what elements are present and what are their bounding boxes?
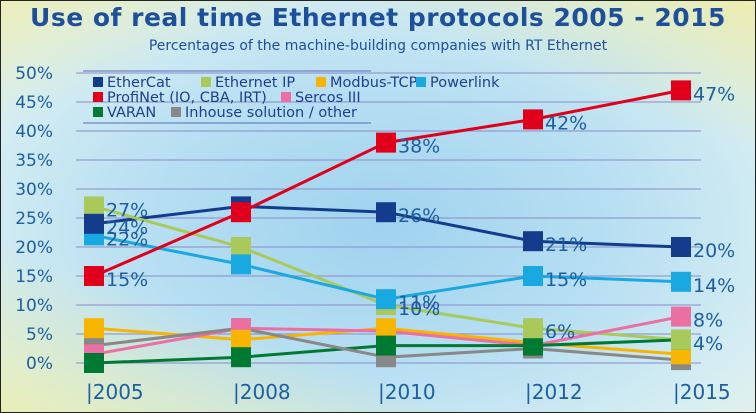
y-tick-label: 10% xyxy=(15,296,53,316)
y-tick-label: 50% xyxy=(15,64,53,84)
y-tick-label: 35% xyxy=(15,151,53,171)
legend-swatch xyxy=(93,107,103,117)
data-label: 6% xyxy=(545,321,575,343)
x-tick-label: |2008 xyxy=(233,380,291,404)
data-point xyxy=(523,318,543,339)
x-tick-label: |2005 xyxy=(86,380,144,404)
data-point xyxy=(84,196,104,217)
data-label: 15% xyxy=(106,269,148,291)
y-tick-label: 0% xyxy=(26,354,53,374)
data-point xyxy=(671,329,691,350)
data-point xyxy=(231,347,251,368)
y-tick-label: 20% xyxy=(15,238,53,258)
series-line xyxy=(93,88,682,278)
data-label: 38% xyxy=(398,136,440,158)
data-label: 21% xyxy=(545,234,587,256)
legend-label: Ethernet IP xyxy=(215,75,295,91)
chart-subtitle: Percentages of the machine-building comp… xyxy=(148,38,608,54)
data-label: 42% xyxy=(545,112,587,134)
legend-label: Modbus-TCP xyxy=(330,75,418,91)
data-point xyxy=(671,80,691,101)
legend-swatch xyxy=(93,92,103,102)
data-point xyxy=(231,202,251,223)
data-point xyxy=(376,289,396,310)
data-point xyxy=(84,318,104,339)
legend-swatch xyxy=(281,92,291,102)
x-tick-label: |2015 xyxy=(673,380,731,404)
data-label: 47% xyxy=(693,83,735,105)
legend-swatch xyxy=(201,77,211,87)
legend-swatch xyxy=(416,77,426,87)
data-point xyxy=(523,335,543,356)
data-label: 20% xyxy=(693,240,735,262)
data-point xyxy=(84,213,104,234)
x-tick-label: |2012 xyxy=(525,380,583,404)
y-tick-label: 45% xyxy=(15,93,53,113)
legend-label: Inhouse solution / other xyxy=(185,105,357,121)
y-tick-label: 30% xyxy=(15,180,53,200)
data-label: 11% xyxy=(398,292,440,314)
data-label: 24% xyxy=(106,217,148,239)
legend-label: EtherCat xyxy=(107,75,171,91)
data-label: 14% xyxy=(693,275,735,297)
legend-label: ProfiNet (IO, CBA, IRT) xyxy=(107,90,267,106)
data-label: 27% xyxy=(106,199,148,221)
data-point xyxy=(231,329,251,350)
data-point xyxy=(376,318,396,339)
data-point xyxy=(231,254,251,275)
data-point xyxy=(376,335,396,356)
legend-swatch xyxy=(93,77,103,87)
data-label: 8% xyxy=(693,310,723,332)
data-point xyxy=(671,237,691,257)
data-point xyxy=(523,231,543,252)
data-point xyxy=(84,266,104,286)
data-point xyxy=(376,132,396,153)
data-point xyxy=(523,109,543,130)
y-tick-label: 5% xyxy=(26,325,53,345)
data-point xyxy=(84,353,104,373)
legend-swatch xyxy=(171,107,181,117)
data-label: 4% xyxy=(693,333,723,355)
legend-swatch xyxy=(316,77,326,87)
data-point xyxy=(231,237,251,257)
data-point xyxy=(671,306,691,327)
legend-label: VARAN xyxy=(107,105,156,121)
data-point xyxy=(376,202,396,223)
data-point xyxy=(523,266,543,286)
y-tick-label: 40% xyxy=(15,122,53,142)
data-label: 10% xyxy=(398,298,440,320)
data-label: 22% xyxy=(106,228,148,250)
y-tick-label: 15% xyxy=(15,267,53,287)
x-tick-label: |2010 xyxy=(378,380,436,404)
legend-label: Sercos III xyxy=(295,90,361,106)
data-label: 15% xyxy=(545,269,587,291)
y-tick-label: 25% xyxy=(15,209,53,229)
data-point xyxy=(671,271,691,292)
legend-label: Powerlink xyxy=(430,75,500,91)
data-label: 26% xyxy=(398,205,440,227)
chart-title: Use of real time Ethernet protocols 2005… xyxy=(30,3,726,32)
